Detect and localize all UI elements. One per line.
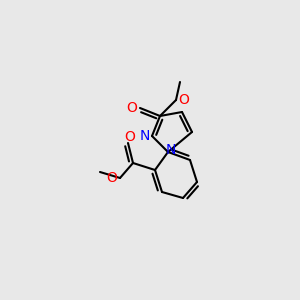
- Text: O: O: [127, 101, 137, 115]
- Text: O: O: [178, 93, 189, 107]
- Text: O: O: [124, 130, 135, 144]
- Text: N: N: [140, 129, 150, 143]
- Text: N: N: [166, 143, 176, 157]
- Text: O: O: [106, 171, 117, 185]
